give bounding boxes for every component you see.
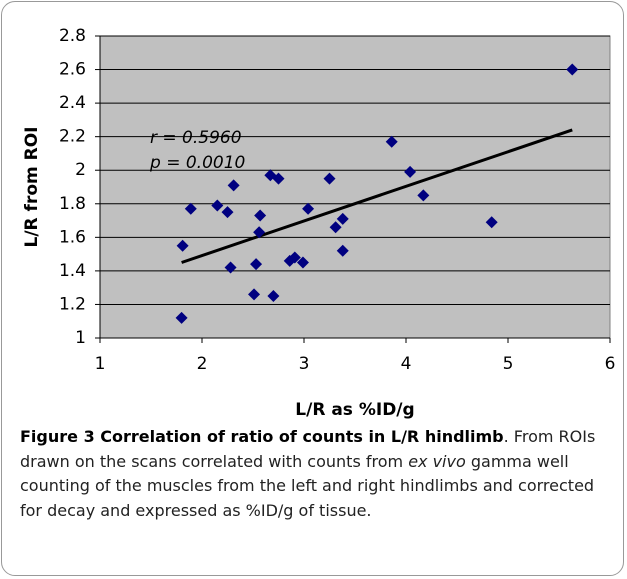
annotation: p = 0.0010: [149, 153, 245, 173]
data-point: [267, 290, 280, 303]
plot-area: [99, 35, 611, 339]
y-tick-label: 1.8: [59, 194, 86, 214]
y-tick-label: 2: [75, 160, 86, 180]
y-tick-label: 2.2: [59, 127, 86, 147]
caption: Figure 3 Correlation of ratio of counts …: [20, 425, 612, 523]
data-point: [253, 226, 266, 239]
data-point: [404, 165, 417, 178]
data-point: [329, 221, 342, 234]
data-point: [417, 189, 430, 202]
x-tick-label: 2: [197, 354, 208, 374]
trendline: [181, 128, 573, 264]
data-point: [175, 311, 188, 324]
caption-text: gamma well counting of the muscles from …: [20, 451, 595, 520]
x-tick-label: 1: [95, 354, 106, 374]
data-point: [302, 202, 315, 215]
y-tick-label: 1.6: [59, 227, 86, 247]
data-point: [250, 258, 263, 271]
data-point: [272, 172, 285, 185]
data-point: [296, 256, 309, 269]
data-point: [224, 261, 237, 274]
y-axis-label: L/R from ROI: [22, 126, 42, 247]
data-point: [184, 202, 197, 215]
data-point: [385, 135, 398, 148]
y-tick-label: 1.4: [59, 261, 86, 281]
data-point: [248, 288, 261, 301]
data-point: [485, 216, 498, 229]
x-tick-label: 6: [605, 354, 616, 374]
x-tick-label: 4: [401, 354, 412, 374]
y-tick-label: 1: [75, 328, 86, 348]
chart: L/R as %ID/g L/R from ROI 1 1.2 1.4 1.6 1.8 2…: [22, 26, 616, 420]
y-tick-label: 2.6: [59, 60, 86, 80]
x-tick-label: 3: [299, 354, 310, 374]
caption-title: Figure 3 Correlation of ratio of counts …: [20, 427, 504, 446]
data-point: [211, 199, 224, 212]
data-point: [323, 172, 336, 185]
caption-text: . From ROIs drawn on the scans correlate…: [20, 427, 596, 471]
data-point: [336, 244, 349, 257]
y-tick-label: 1.2: [59, 294, 86, 314]
data-point: [254, 209, 267, 222]
x-axis-label: L/R as %ID/g: [295, 400, 414, 420]
data-point: [221, 206, 234, 219]
data-point: [176, 239, 189, 252]
data-point: [227, 179, 240, 192]
y-tick-label: 2.8: [59, 26, 86, 46]
x-tick-label: 5: [503, 354, 514, 374]
data-point: [336, 212, 349, 225]
y-tick-label: 2.4: [59, 93, 86, 113]
data-point: [288, 251, 301, 264]
caption-text: ex vivo: [408, 451, 466, 471]
annotation: r = 0.5960: [150, 128, 242, 148]
data-point: [566, 63, 579, 76]
